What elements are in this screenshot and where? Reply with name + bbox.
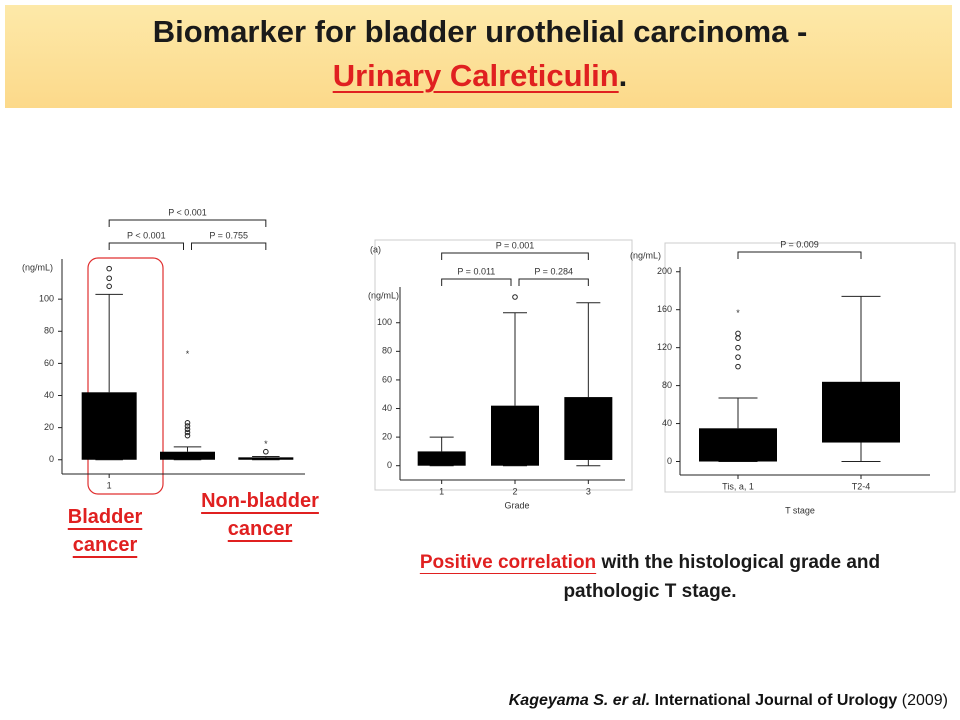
y-tick-label: 20 [382, 431, 392, 441]
y-tick-label: 80 [44, 326, 54, 336]
bracket [441, 278, 512, 286]
box [564, 397, 613, 460]
title-line1: Biomarker for bladder urothelial carcino… [152, 14, 808, 49]
citation-journal: International Journal of Urology [654, 692, 898, 709]
x-tick-label: 2 [512, 486, 517, 496]
outlier [735, 344, 741, 351]
outlier [106, 275, 112, 282]
caption-text: with the histological grade and patholog… [563, 552, 881, 602]
caption: Positive correlation with the histologic… [380, 548, 920, 606]
p-value: P = 0.001 [496, 240, 535, 250]
outlier [735, 330, 741, 337]
box [417, 451, 466, 466]
outlier [106, 283, 112, 290]
citation-year: (2009) [901, 692, 948, 709]
y-tick-label: 200 [657, 266, 672, 276]
box [81, 392, 137, 460]
bracket [191, 242, 267, 250]
citation: Kageyama S. er al. International Journal… [509, 692, 948, 710]
y-tick-label: 40 [382, 403, 392, 413]
outlier [184, 426, 191, 433]
outlier [184, 423, 191, 429]
outlier [184, 432, 191, 439]
box [699, 428, 777, 462]
outlier [106, 265, 112, 272]
outlier [184, 420, 191, 426]
panel-frame [664, 242, 956, 493]
p-value: P = 0.011 [457, 266, 495, 276]
x-tick-label: T2-4 [852, 481, 871, 491]
bracket [737, 251, 862, 259]
citation-authors: Kageyama S. er al. [508, 692, 651, 709]
x-axis-title: T stage [785, 505, 815, 515]
bracket [441, 252, 589, 260]
group-label: Non-bladder cancer [201, 490, 319, 540]
y-axis-title: (ng/mL) [22, 262, 53, 272]
y-tick-label: 100 [377, 317, 392, 327]
p-value: P < 0.001 [168, 207, 207, 217]
title-highlight: Urinary Calreticulin [332, 58, 619, 93]
y-tick-label: 80 [662, 380, 672, 390]
title-end: . [618, 58, 628, 93]
y-tick-label: 0 [667, 456, 672, 466]
outlier [735, 335, 741, 341]
x-axis-title: Grade [504, 500, 529, 510]
x-tick-label: 1 [107, 480, 112, 490]
y-tick-label: 0 [49, 454, 54, 464]
y-tick-label: 80 [382, 346, 392, 356]
y-tick-label: 120 [657, 342, 672, 352]
y-tick-label: 160 [657, 304, 672, 314]
y-axis-title: (ng/mL) [368, 290, 399, 300]
extreme-outlier: * [186, 349, 190, 359]
highlight-frame [87, 257, 164, 495]
p-value: P = 0.755 [209, 230, 248, 240]
x-tick-label: 1 [439, 486, 444, 496]
outlier [735, 363, 741, 370]
p-value: P = 0.009 [780, 239, 819, 249]
outlier [735, 354, 741, 360]
p-value: P = 0.284 [534, 266, 573, 276]
x-tick-label: 3 [586, 486, 591, 496]
box [822, 381, 900, 443]
extreme-outlier: * [736, 308, 740, 318]
y-tick-label: 0 [387, 460, 392, 470]
outlier [184, 429, 191, 436]
extreme-outlier: * [264, 439, 268, 449]
bracket [108, 219, 267, 227]
panel-label: (a) [370, 244, 381, 254]
panel-frame [374, 239, 633, 491]
title-background [5, 5, 952, 108]
y-tick-label: 60 [44, 358, 54, 368]
x-tick-label: Tis, a, 1 [722, 481, 754, 491]
y-tick-label: 40 [662, 418, 672, 428]
caption-highlight: Positive correlation [419, 552, 597, 573]
box [238, 457, 294, 460]
group-label: Bladder cancer [67, 506, 143, 556]
y-tick-label: 40 [44, 390, 54, 400]
y-axis-title: (ng/mL) [630, 250, 661, 260]
box [160, 451, 215, 460]
y-tick-label: 60 [382, 374, 392, 384]
bracket [108, 242, 184, 250]
y-tick-label: 20 [44, 422, 54, 432]
box [491, 405, 539, 466]
y-tick-label: 100 [39, 294, 54, 304]
outlier [512, 294, 518, 300]
bracket [518, 278, 589, 286]
p-value: P < 0.001 [127, 230, 166, 240]
title-line2: Urinary Calreticulin. [0, 58, 960, 94]
outlier [263, 448, 269, 455]
